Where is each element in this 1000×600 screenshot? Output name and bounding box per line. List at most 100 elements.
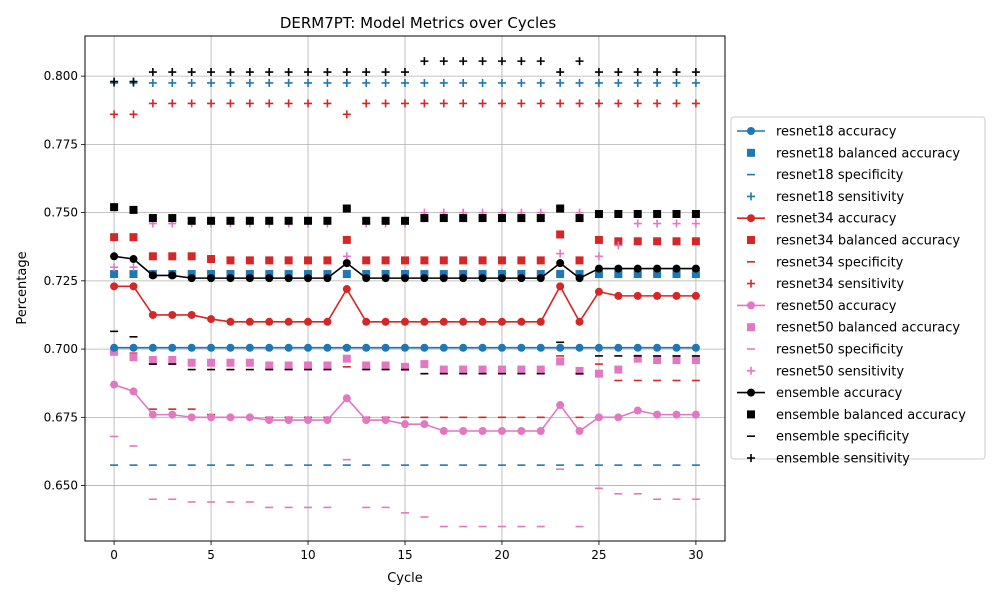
- data-point-resnet34-sensitivity: [381, 99, 390, 108]
- data-point-resnet18-accuracy: [323, 343, 332, 352]
- legend-marker-resnet50-sensitivity: [747, 366, 755, 375]
- data-point-resnet34-accuracy: [478, 317, 487, 326]
- data-point-resnet50-accuracy: [187, 413, 196, 422]
- data-point-resnet34-sensitivity: [342, 110, 351, 119]
- data-point-resnet34-accuracy: [110, 282, 119, 291]
- data-point-resnet50-balanced-accuracy: [420, 360, 429, 369]
- data-point-resnet34-sensitivity: [323, 99, 332, 108]
- x-axis-label: Cycle: [387, 571, 423, 586]
- data-point-ensemble-balanced-accuracy: [614, 209, 623, 218]
- data-point-ensemble-balanced-accuracy: [323, 216, 332, 225]
- data-point-ensemble-balanced-accuracy: [342, 204, 351, 213]
- data-point-ensemble-accuracy: [439, 274, 448, 283]
- data-point-resnet50-balanced-accuracy: [594, 369, 603, 378]
- data-point-resnet34-balanced-accuracy: [304, 256, 313, 265]
- data-point-ensemble-accuracy: [594, 264, 603, 273]
- data-point-ensemble-balanced-accuracy: [284, 216, 293, 225]
- data-point-ensemble-accuracy: [401, 274, 409, 283]
- data-point-ensemble-sensitivity: [265, 68, 274, 77]
- data-point-resnet50-accuracy: [497, 426, 506, 435]
- data-point-resnet50-accuracy: [245, 413, 254, 422]
- data-point-resnet34-balanced-accuracy: [265, 256, 274, 265]
- legend-marker-resnet50-balanced-accuracy: [747, 323, 755, 332]
- data-point-ensemble-accuracy: [633, 264, 642, 273]
- data-point-resnet18-sensitivity: [517, 78, 526, 87]
- data-point-ensemble-sensitivity: [691, 68, 700, 77]
- data-point-resnet50-balanced-accuracy: [245, 358, 254, 367]
- data-point-resnet18-sensitivity: [226, 78, 235, 87]
- data-point-resnet50-accuracy: [207, 413, 216, 422]
- y-axis-label: Percentage: [15, 251, 30, 324]
- data-point-resnet50-accuracy: [168, 410, 177, 419]
- legend-label-resnet18-sensitivity: resnet18 sensitivity: [776, 190, 904, 205]
- data-point-ensemble-balanced-accuracy: [594, 209, 603, 218]
- legend-marker-ensemble-sensitivity: [747, 454, 755, 462]
- data-point-resnet18-sensitivity: [614, 78, 623, 87]
- data-point-resnet50-accuracy: [556, 401, 565, 410]
- data-point-resnet34-sensitivity: [459, 99, 468, 108]
- data-point-resnet50-balanced-accuracy: [284, 361, 293, 370]
- data-point-resnet18-accuracy: [187, 343, 196, 352]
- x-tick-label: 15: [397, 548, 412, 562]
- data-point-resnet50-accuracy: [653, 410, 662, 419]
- data-point-resnet34-accuracy: [594, 287, 603, 296]
- data-point-resnet18-balanced-accuracy: [594, 270, 603, 279]
- data-point-resnet18-sensitivity: [536, 78, 545, 87]
- data-point-ensemble-sensitivity: [478, 57, 487, 66]
- legend-label-resnet34-sensitivity: resnet34 sensitivity: [776, 277, 904, 292]
- data-point-resnet34-accuracy: [148, 310, 157, 319]
- data-point-resnet34-sensitivity: [265, 99, 274, 108]
- data-point-ensemble-balanced-accuracy: [556, 204, 565, 213]
- data-point-resnet50-balanced-accuracy: [536, 365, 545, 374]
- series-layer: [110, 57, 700, 528]
- x-tick-label: 5: [207, 548, 215, 562]
- data-point-ensemble-balanced-accuracy: [245, 216, 254, 225]
- data-point-resnet34-balanced-accuracy: [342, 235, 351, 244]
- data-point-resnet34-accuracy: [401, 317, 409, 326]
- series-resnet50-accuracy: [110, 380, 700, 435]
- legend-label-resnet18-balanced-accuracy: resnet18 balanced accuracy: [776, 146, 960, 161]
- data-point-resnet18-balanced-accuracy: [245, 270, 254, 279]
- data-point-resnet50-balanced-accuracy: [439, 365, 448, 374]
- data-point-resnet34-accuracy: [691, 291, 700, 300]
- data-point-resnet18-balanced-accuracy: [536, 270, 545, 279]
- data-point-ensemble-accuracy: [517, 274, 526, 283]
- data-point-resnet18-sensitivity: [342, 78, 351, 87]
- data-point-resnet34-balanced-accuracy: [284, 256, 293, 265]
- data-point-ensemble-accuracy: [459, 274, 468, 283]
- data-point-ensemble-accuracy: [497, 274, 506, 283]
- data-point-resnet50-balanced-accuracy: [401, 362, 409, 371]
- data-point-resnet18-accuracy: [168, 343, 177, 352]
- data-point-ensemble-accuracy: [575, 274, 584, 283]
- data-point-resnet34-sensitivity: [207, 99, 216, 108]
- legend-label-resnet34-balanced-accuracy: resnet34 balanced accuracy: [776, 234, 960, 249]
- data-point-resnet18-balanced-accuracy: [420, 270, 429, 279]
- data-point-resnet34-sensitivity: [594, 99, 603, 108]
- data-point-resnet50-accuracy: [691, 410, 700, 419]
- legend: resnet18 accuracy resnet18 balanced accur…: [730, 116, 986, 467]
- legend-marker-resnet50-accuracy: [747, 301, 755, 310]
- data-point-resnet18-balanced-accuracy: [633, 270, 642, 279]
- data-point-ensemble-accuracy: [672, 264, 681, 273]
- data-point-resnet18-balanced-accuracy: [478, 270, 487, 279]
- data-point-resnet50-sensitivity: [556, 249, 565, 258]
- data-point-resnet34-balanced-accuracy: [420, 256, 429, 265]
- data-point-ensemble-balanced-accuracy: [168, 214, 177, 223]
- data-point-resnet50-sensitivity: [672, 219, 681, 228]
- legend-label-ensemble-sensitivity: ensemble sensitivity: [776, 452, 910, 467]
- data-point-ensemble-accuracy: [536, 274, 545, 283]
- data-point-ensemble-balanced-accuracy: [381, 216, 390, 225]
- data-point-resnet34-balanced-accuracy: [168, 252, 177, 261]
- data-point-ensemble-balanced-accuracy: [265, 216, 274, 225]
- data-point-resnet18-sensitivity: [245, 78, 254, 87]
- data-point-resnet50-accuracy: [226, 413, 235, 422]
- data-point-resnet50-balanced-accuracy: [653, 356, 662, 365]
- data-point-resnet18-accuracy: [497, 343, 506, 352]
- data-point-resnet50-accuracy: [420, 420, 429, 429]
- series-resnet34-balanced-accuracy: [110, 230, 700, 265]
- data-point-resnet34-sensitivity: [556, 99, 565, 108]
- data-point-ensemble-sensitivity: [168, 68, 177, 77]
- legend-marker-ensemble-accuracy: [747, 388, 755, 397]
- data-point-resnet34-accuracy: [556, 282, 565, 291]
